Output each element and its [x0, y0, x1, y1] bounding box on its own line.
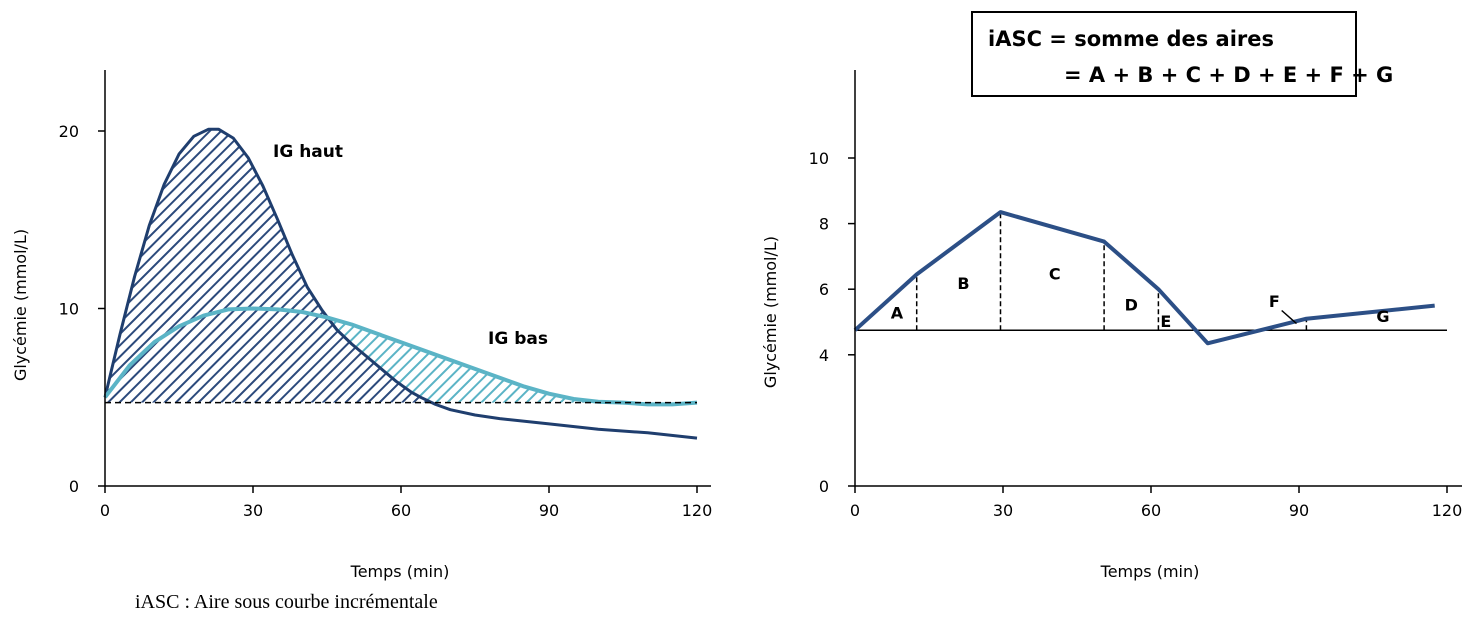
x-tick-label: 90	[539, 501, 559, 520]
right-tick-labels: 0 30 60 90 120 0 4 6 8 10	[809, 149, 1463, 520]
area-label-a: A	[891, 304, 904, 323]
y-tick-label: 20	[59, 122, 79, 141]
y-tick-label: 10	[809, 149, 829, 168]
left-axes	[98, 70, 711, 493]
right-area-labels: A B C D E F G	[891, 264, 1390, 331]
formula-box: iASC = somme des aires = A + B + C + D +…	[971, 11, 1393, 97]
f-area-pointer	[1281, 309, 1297, 325]
chart-right: 0 30 60 90 120 0 4 6 8 10 A B C D E F G Temps (min) Gly…	[761, 11, 1463, 581]
area-label-g: G	[1376, 307, 1389, 326]
y-tick-label: 0	[69, 477, 79, 496]
left-x-axis-title: Temps (min)	[350, 562, 450, 581]
left-area-fills	[105, 129, 697, 403]
y-tick-label: 10	[59, 300, 79, 319]
x-tick-label: 0	[850, 501, 860, 520]
y-tick-label: 4	[819, 346, 829, 365]
area-label-b: B	[957, 274, 969, 293]
series-label-ig-bas: IG bas	[488, 329, 548, 349]
left-tick-labels: 0 30 60 90 120 0 10 20	[59, 122, 713, 520]
area-label-c: C	[1049, 264, 1061, 283]
series-line-ig-bas	[103, 306, 698, 407]
x-tick-label: 60	[1141, 501, 1161, 520]
right-series-lines	[853, 210, 1435, 346]
chart-left: 0 30 60 90 120 0 10 20 IG haut IG bas Temps (mi…	[11, 70, 712, 581]
series-label-ig-haut: IG haut	[273, 142, 343, 162]
y-tick-label: 6	[819, 280, 829, 299]
area-label-e: E	[1160, 312, 1171, 331]
x-tick-label: 0	[100, 501, 110, 520]
formula-line-1: iASC = somme des aires	[988, 27, 1274, 51]
left-series-lines	[103, 127, 698, 440]
y-tick-label: 0	[819, 477, 829, 496]
x-tick-label: 30	[993, 501, 1013, 520]
x-tick-label: 30	[243, 501, 263, 520]
y-tick-label: 8	[819, 215, 829, 234]
right-x-axis-title: Temps (min)	[1100, 562, 1200, 581]
x-tick-label: 120	[1432, 501, 1463, 520]
series-line-ig-haut	[103, 127, 698, 440]
x-tick-label: 60	[391, 501, 411, 520]
right-y-axis-title: Glycémie (mmol/L)	[761, 236, 780, 388]
area-fill-ig-haut	[105, 129, 697, 403]
x-tick-label: 90	[1289, 501, 1309, 520]
area-label-d: D	[1125, 296, 1138, 315]
caption: iASC : Aire sous courbe incrémentale	[135, 591, 438, 613]
series-line-glycemie	[853, 210, 1435, 346]
x-tick-label: 120	[682, 501, 713, 520]
left-y-axis-title: Glycémie (mmol/L)	[11, 229, 30, 381]
formula-line-2: = A + B + C + D + E + F + G	[1064, 63, 1393, 87]
right-axes	[848, 70, 1462, 493]
area-label-f: F	[1269, 292, 1280, 311]
